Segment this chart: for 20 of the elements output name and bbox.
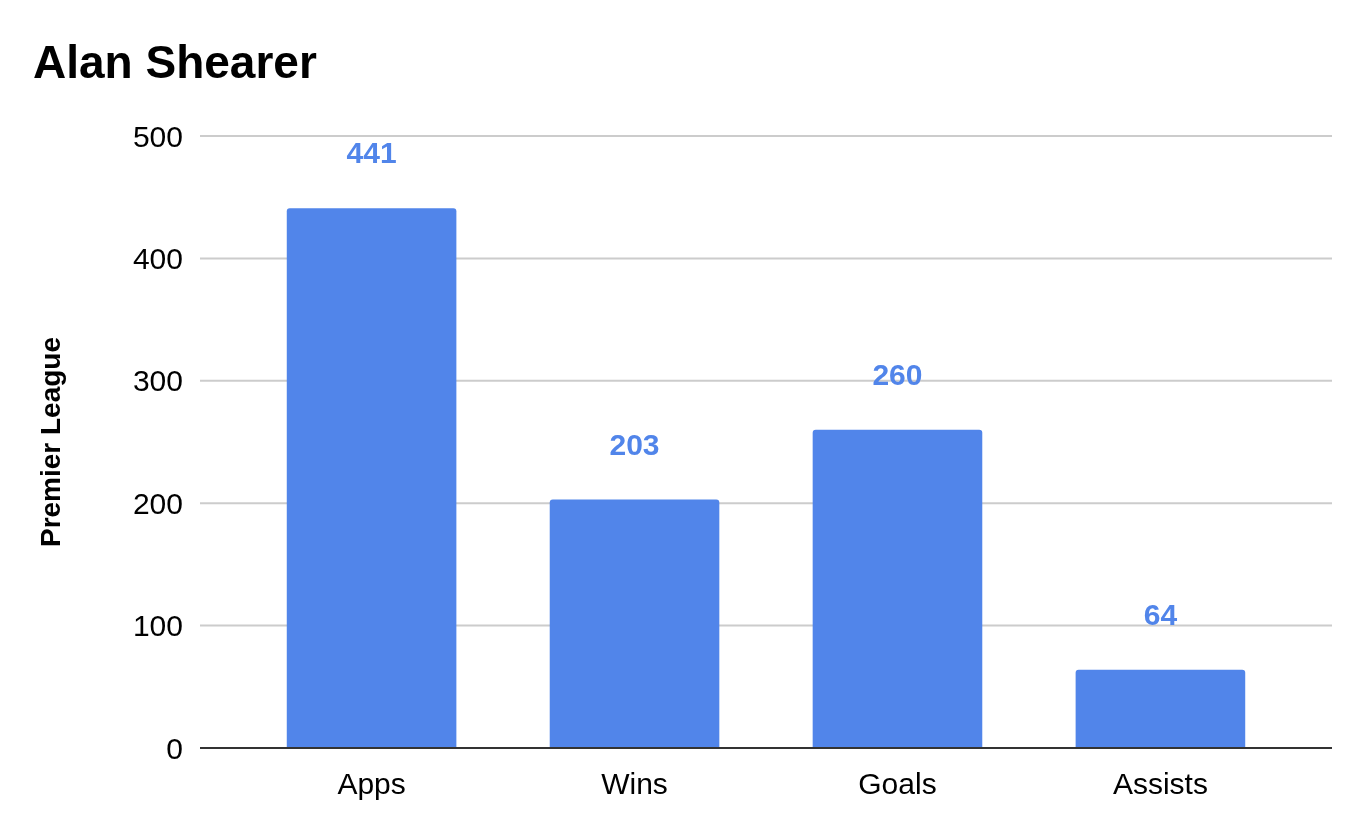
bar <box>549 499 720 748</box>
y-axis-title: Premier League <box>35 336 66 548</box>
x-tick-label: Apps <box>337 767 406 800</box>
chart-title: Alan Shearer <box>33 36 317 88</box>
data-label: 260 <box>872 357 923 391</box>
bar <box>1075 669 1246 748</box>
y-tick-label: 300 <box>132 364 183 398</box>
y-tick-label: 200 <box>132 486 183 520</box>
bar <box>286 208 457 748</box>
bar <box>812 429 983 748</box>
y-tick-label: 500 <box>132 119 183 153</box>
data-label: 203 <box>609 427 660 461</box>
x-tick-label: Wins <box>601 767 668 800</box>
y-tick-label: 100 <box>132 609 183 643</box>
x-tick-label: Goals <box>858 767 937 800</box>
y-tick-label: 400 <box>132 241 183 275</box>
x-tick-label: Assists <box>1112 767 1208 800</box>
y-tick-label: 0 <box>166 731 183 765</box>
data-label: 64 <box>1143 597 1178 631</box>
data-label: 441 <box>346 136 397 170</box>
